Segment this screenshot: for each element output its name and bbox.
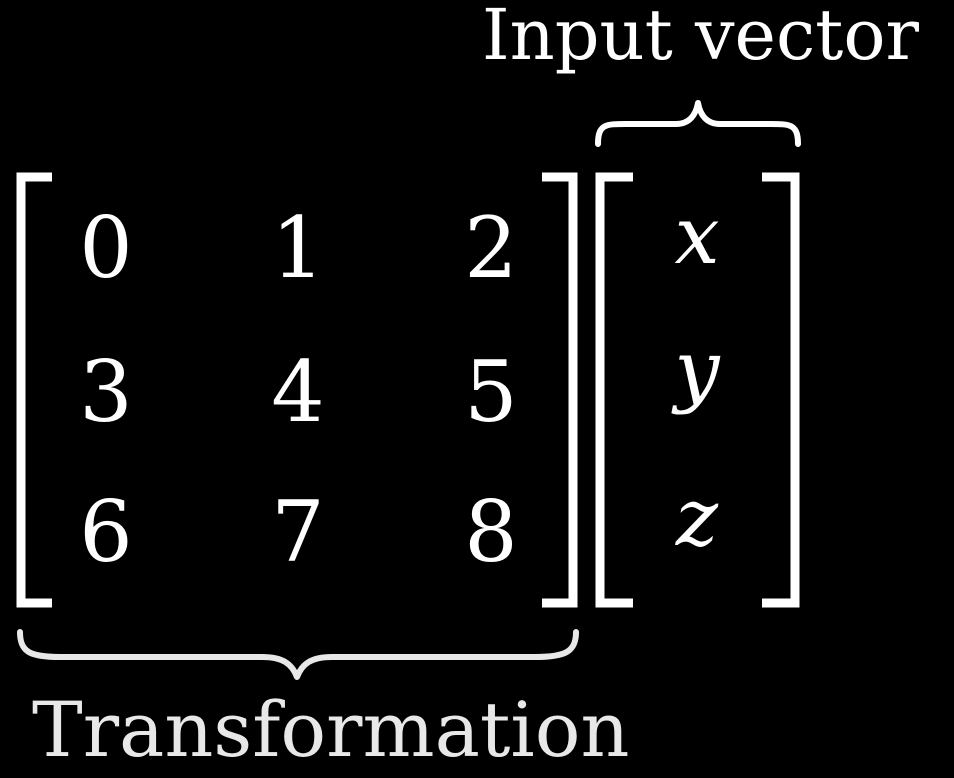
matrix-entry: 3 (79, 343, 133, 441)
input-vector-brace (595, 100, 801, 147)
vector-left-bracket (595, 172, 633, 608)
input-vector-label: Input vector (482, 0, 919, 76)
transformation-label: Transformation (32, 685, 630, 774)
matrix-entry: 0 (79, 199, 133, 297)
matrix-entry: 5 (464, 343, 518, 441)
matrix-entry: 2 (464, 199, 518, 297)
matrix-entry: 4 (271, 343, 325, 441)
vector-entry-z: z (675, 471, 719, 564)
vector-right-bracket (762, 172, 800, 608)
matrix-entry: 1 (271, 199, 325, 297)
transformation-brace (17, 629, 579, 680)
matrix-right-bracket (542, 172, 578, 608)
matrix-entry: 7 (271, 483, 325, 581)
vector-entry-x: x (674, 189, 720, 282)
matrix-entry: 6 (79, 483, 133, 581)
vector-entry-y: y (674, 323, 720, 416)
matrix-left-bracket (16, 172, 52, 608)
matrix-entry: 8 (464, 483, 518, 581)
